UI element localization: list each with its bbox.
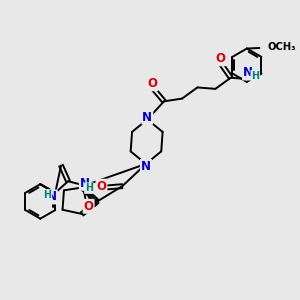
Text: N: N — [141, 160, 151, 172]
Text: N: N — [142, 111, 152, 124]
Text: O: O — [147, 77, 157, 90]
Text: H: H — [44, 190, 52, 200]
Text: O: O — [215, 52, 226, 65]
Text: H: H — [85, 183, 93, 193]
Text: N: N — [243, 67, 253, 80]
Text: N: N — [80, 177, 90, 190]
Text: N: N — [47, 190, 57, 203]
Text: O: O — [84, 200, 94, 213]
Text: H: H — [251, 71, 259, 81]
Text: OCH₃: OCH₃ — [267, 42, 296, 52]
Text: O: O — [97, 180, 106, 193]
